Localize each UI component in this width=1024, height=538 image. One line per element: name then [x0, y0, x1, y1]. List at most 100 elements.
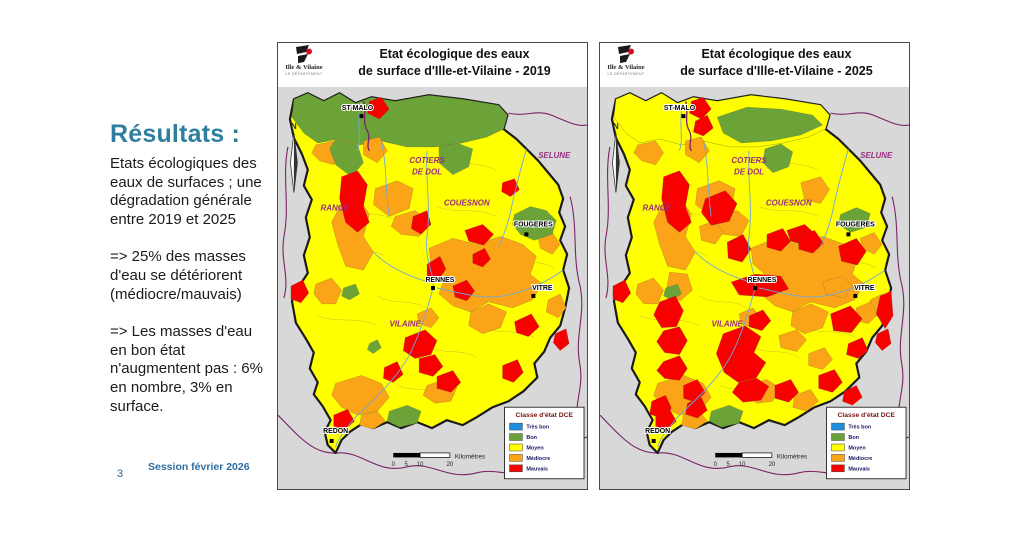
legend-title: Classe d'état DCE [516, 412, 574, 419]
city-marker [329, 439, 334, 443]
mauvais-patch [693, 114, 714, 137]
legend-item-label: Médiocre [848, 456, 872, 462]
mauvais-patch [683, 379, 706, 403]
legend-item-label: Médiocre [526, 456, 550, 462]
north-arrow-icon [290, 132, 298, 193]
mediocre-patch [808, 347, 833, 370]
scale-unit-label: Kilomètres [455, 453, 485, 460]
river-line [695, 251, 752, 283]
basin-label: RANCE [643, 204, 672, 213]
scale-bar [715, 452, 743, 458]
rance-estuary-line [362, 100, 370, 152]
mediocre-patch [792, 389, 819, 412]
map-title-line1: Etat écologique des eaux [701, 47, 852, 61]
city-marker [359, 114, 364, 119]
mauvais-patch [452, 279, 475, 302]
mauvais-patch [367, 96, 390, 120]
city-label: VITRE [854, 285, 875, 292]
basin-label: DE DOL [412, 168, 442, 177]
basin-label: COTIERS [731, 156, 767, 165]
mediocre-patch [313, 277, 342, 305]
mauvais-patch [472, 247, 491, 268]
ille-et-vilaine-logo-icon [296, 45, 312, 63]
mauvais-patch [339, 170, 370, 233]
scale-tick-label: 0 [714, 462, 718, 468]
basin-boundary-line [569, 196, 583, 436]
mauvais-patch [649, 395, 672, 419]
paragraph-deterioration: => 25% des masses d'eau se détériorent (… [110, 248, 246, 303]
mauvais-patch [846, 337, 869, 359]
city-marker [681, 114, 686, 119]
mauvais-patch [842, 385, 863, 406]
river-line [357, 111, 360, 152]
map-title-2025: Etat écologique des eaux de surface d'Il… [646, 46, 907, 81]
legend-swatch [831, 443, 845, 452]
mauvais-patch [436, 370, 462, 393]
mauvais-patch [653, 295, 684, 328]
legend-swatch [831, 433, 845, 441]
session-label: Session février 2026 [148, 461, 250, 473]
mauvais-patch [766, 228, 792, 252]
logo-subtext: LE DÉPARTEMENT [607, 71, 645, 76]
mediocre-patch [359, 410, 386, 430]
city-marker [531, 293, 536, 298]
mediocre-patch [822, 275, 853, 299]
mauvais-patch [774, 379, 799, 403]
rance-estuary-line [684, 100, 692, 152]
bon-patch [512, 206, 557, 241]
basin-boundary-line [282, 146, 289, 299]
mediocre-patch [685, 136, 710, 164]
city-marker [853, 293, 858, 298]
basin-label: SELUNE [860, 151, 893, 160]
city-label: FOUGERES [514, 221, 553, 228]
logo-text: Ille & Vilaine [285, 64, 323, 71]
bon-patch [838, 207, 871, 233]
mauvais-patch [502, 359, 524, 383]
mediocre-patch [373, 180, 414, 217]
river-line [657, 150, 756, 448]
coastal-waterbodies [291, 92, 508, 148]
paragraph-bon-etat: => Les masses d'eau en bon état n'augmen… [110, 323, 263, 415]
city-marker [524, 232, 529, 237]
bon-patch [438, 142, 473, 175]
map-title-line2: de surface d'Ille-et-Vilaine - 2025 [680, 64, 873, 79]
city-label: VITRE [532, 285, 553, 292]
mauvais-patch [685, 397, 708, 419]
basin-label: VILAINE [712, 320, 744, 329]
mediocre-patch [778, 329, 807, 352]
map-panel-2025: Ille & Vilaine LE DÉPARTEMENT Etat écolo… [599, 42, 910, 490]
mediocre-patch [363, 136, 388, 164]
legend-swatch [509, 464, 523, 473]
legend-swatch [831, 422, 845, 431]
bon-patch [367, 339, 382, 354]
city-label: REDON [323, 428, 348, 435]
scale-bar [419, 452, 451, 458]
bon-patch [709, 405, 744, 428]
scale-tick-label: 5 [405, 462, 409, 468]
sub-basin-line [699, 295, 748, 309]
sub-basin-line [377, 295, 426, 309]
map-header-2025: Ille & Vilaine LE DÉPARTEMENT Etat écolo… [600, 43, 909, 87]
mauvais-patch [701, 190, 738, 226]
mauvais-patch [689, 96, 712, 120]
mauvais-patch [875, 328, 892, 351]
mediocre-patch [468, 303, 507, 334]
page-title: Résultats : [110, 120, 241, 148]
river-line [335, 150, 434, 448]
mediocre-patch [635, 277, 664, 305]
mauvais-patch [731, 378, 770, 403]
scale-tick-label: 10 [739, 462, 746, 468]
basin-label: RANCE [321, 204, 350, 213]
ille-et-vilaine-logo-icon [618, 45, 634, 63]
ille-et-vilaine-logo: Ille & Vilaine LE DÉPARTEMENT [283, 45, 325, 85]
city-label: ST-MALO [664, 105, 696, 112]
scale-tick-label: 5 [727, 462, 731, 468]
basin-label: DE DOL [734, 168, 764, 177]
map-panel-2019: Ille & Vilaine LE DÉPARTEMENT Etat écolo… [277, 42, 588, 490]
mauvais-patch [553, 328, 570, 351]
north-arrow-icon [293, 133, 298, 193]
basin-boundary-line [604, 146, 611, 299]
river-line [380, 140, 390, 217]
scale-bar [393, 452, 421, 458]
